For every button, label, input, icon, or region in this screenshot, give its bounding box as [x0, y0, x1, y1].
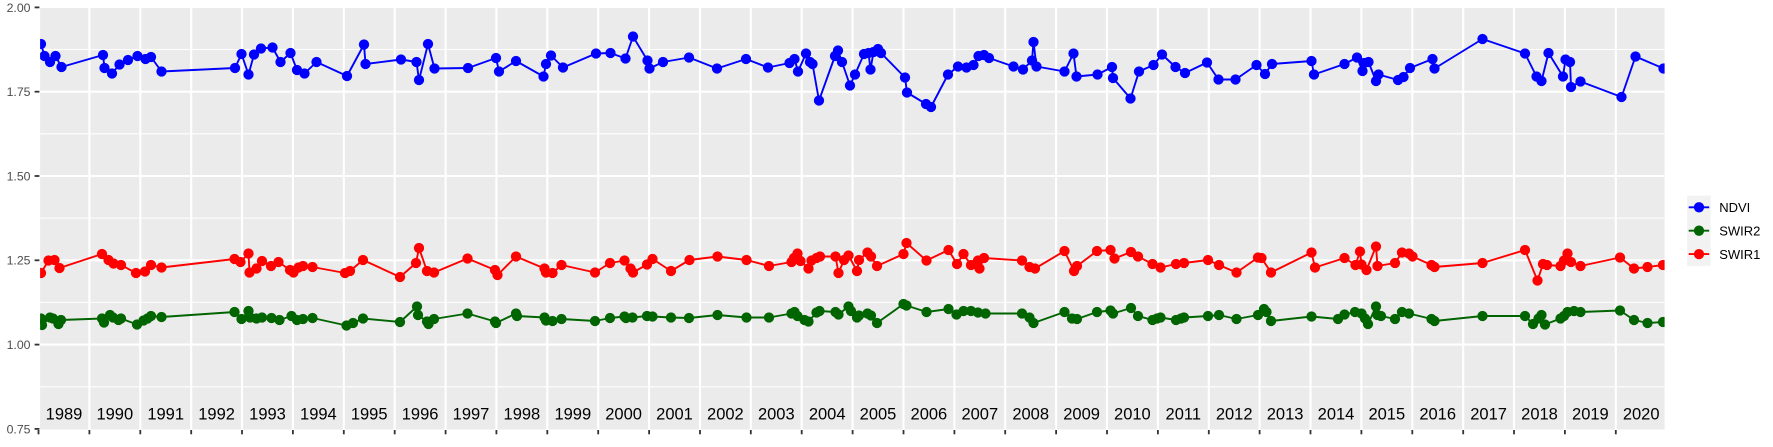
svg-text:1.75: 1.75	[7, 85, 31, 99]
svg-text:1.25: 1.25	[7, 254, 31, 268]
svg-text:1994: 1994	[300, 406, 337, 424]
svg-text:2002: 2002	[707, 406, 744, 424]
svg-text:2016: 2016	[1419, 406, 1456, 424]
svg-text:2015: 2015	[1368, 406, 1405, 424]
svg-text:1998: 1998	[504, 406, 541, 424]
svg-text:1989: 1989	[46, 406, 83, 424]
svg-text:1995: 1995	[351, 406, 388, 424]
svg-text:1999: 1999	[554, 406, 591, 424]
svg-text:1997: 1997	[453, 406, 490, 424]
svg-text:2.00: 2.00	[7, 1, 31, 15]
svg-text:SWIR1: SWIR1	[1719, 247, 1760, 262]
svg-text:0.75: 0.75	[7, 422, 31, 436]
svg-text:2020: 2020	[1623, 406, 1660, 424]
svg-text:NDVI: NDVI	[1719, 200, 1750, 215]
svg-text:2008: 2008	[1012, 406, 1049, 424]
svg-text:2019: 2019	[1572, 406, 1609, 424]
svg-text:2006: 2006	[911, 406, 948, 424]
svg-text:1990: 1990	[96, 406, 133, 424]
svg-text:2010: 2010	[1114, 406, 1151, 424]
svg-text:2004: 2004	[809, 406, 846, 424]
svg-text:2011: 2011	[1166, 406, 1201, 424]
svg-text:2001: 2001	[656, 406, 693, 424]
svg-text:1996: 1996	[402, 406, 439, 424]
svg-text:2000: 2000	[605, 406, 642, 424]
svg-text:1992: 1992	[198, 406, 235, 424]
svg-text:2007: 2007	[961, 406, 998, 424]
svg-text:2012: 2012	[1216, 406, 1253, 424]
svg-text:2003: 2003	[758, 406, 795, 424]
svg-text:1993: 1993	[249, 406, 286, 424]
svg-text:2013: 2013	[1267, 406, 1304, 424]
svg-text:SWIR2: SWIR2	[1719, 223, 1760, 238]
svg-text:1.50: 1.50	[7, 169, 31, 183]
svg-text:2018: 2018	[1521, 406, 1558, 424]
svg-text:2017: 2017	[1470, 406, 1507, 424]
svg-text:2014: 2014	[1318, 406, 1355, 424]
svg-text:1991: 1991	[147, 406, 184, 424]
svg-text:2005: 2005	[860, 406, 897, 424]
svg-text:2009: 2009	[1063, 406, 1100, 424]
svg-text:1.00: 1.00	[7, 338, 31, 352]
